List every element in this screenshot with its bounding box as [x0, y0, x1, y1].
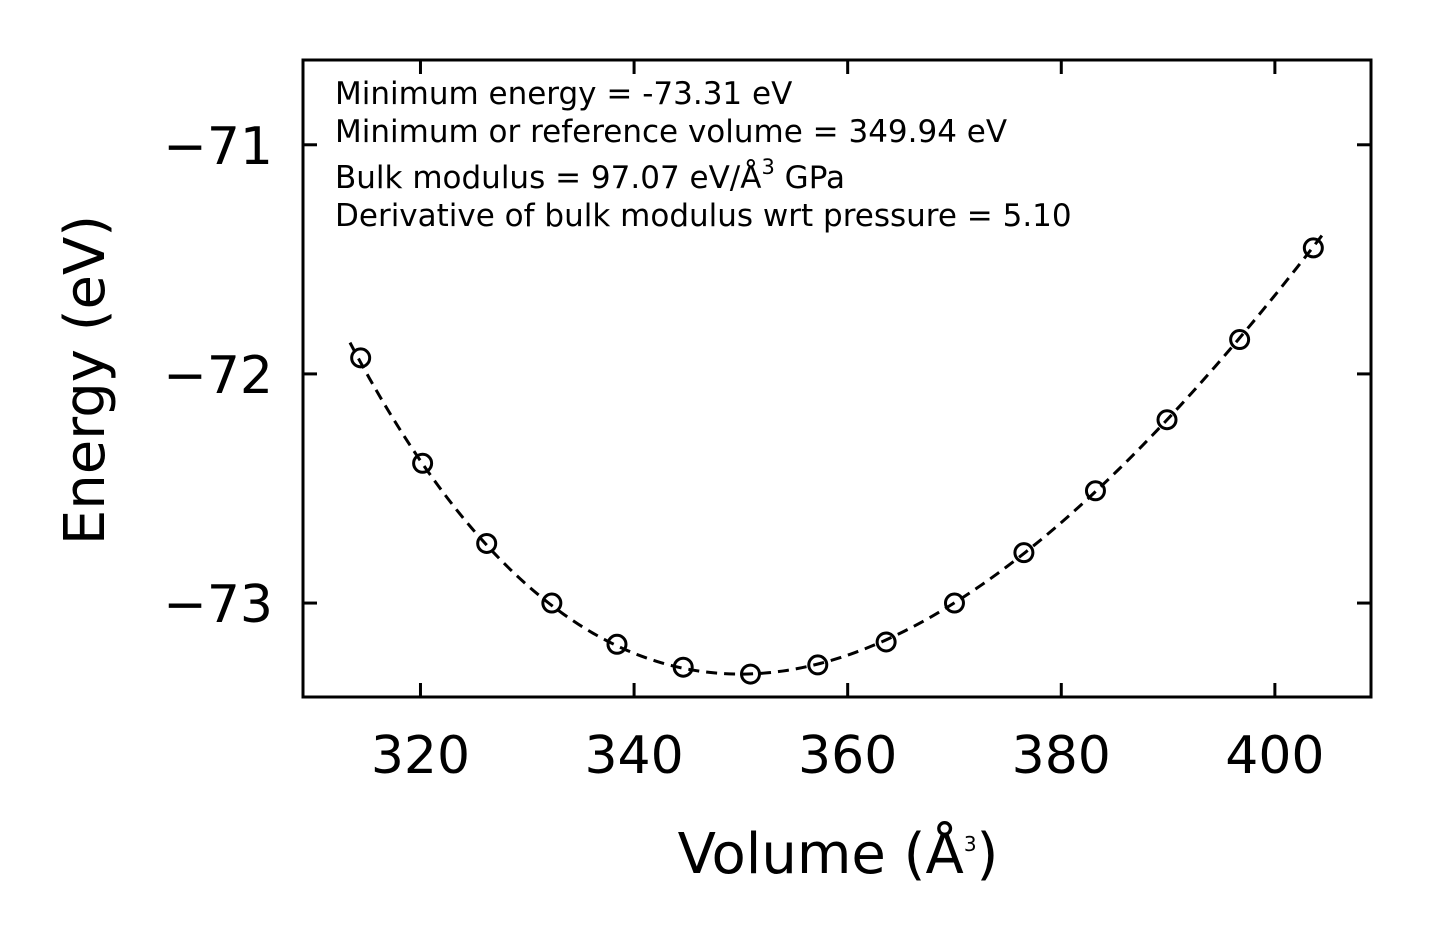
ticks-layer: [303, 60, 1371, 697]
data-point: [350, 347, 372, 369]
fit-curve: [348, 234, 1324, 676]
annotation-bulk-modulus: Bulk modulus = 97.07 eV/Å3 GPa: [335, 155, 845, 196]
x-axis-label: Volume (Å3): [678, 821, 999, 887]
y-tick-label: −72: [163, 346, 273, 406]
x-tick-labels: 320 340 360 380 400: [371, 726, 1325, 786]
data-point: [1302, 237, 1324, 259]
y-axis-label: Energy (eV): [53, 215, 118, 545]
data-point: [606, 633, 628, 655]
data-point: [476, 532, 498, 554]
y-tick-label: −71: [163, 117, 273, 177]
plot-frame: [301, 58, 1373, 699]
annotation-ref-volume: Minimum or reference volume = 349.94 eV: [335, 114, 1007, 150]
data-point: [1156, 409, 1178, 431]
x-tick-label: 380: [1012, 726, 1111, 786]
data-point: [412, 452, 434, 474]
data-point: [1229, 329, 1251, 351]
x-tick-label: 360: [798, 726, 897, 786]
data-point: [739, 663, 761, 685]
data-point: [541, 592, 563, 614]
x-tick-label: 340: [584, 726, 683, 786]
data-point: [943, 592, 965, 614]
annotation-bulk-modulus-derivative: Derivative of bulk modulus wrt pressure …: [335, 198, 1072, 234]
x-tick-label: 320: [371, 726, 470, 786]
y-tick-labels: −71 −72 −73: [163, 117, 273, 635]
data-point: [1013, 542, 1035, 564]
data-points: [350, 237, 1324, 685]
x-tick-label: 400: [1225, 726, 1324, 786]
annotation-min-energy: Minimum energy = -73.31 eV: [335, 76, 792, 112]
data-point: [1084, 480, 1106, 502]
y-tick-label: −73: [163, 575, 273, 635]
data-point: [875, 631, 897, 653]
data-point: [807, 654, 829, 676]
data-point: [672, 656, 694, 678]
